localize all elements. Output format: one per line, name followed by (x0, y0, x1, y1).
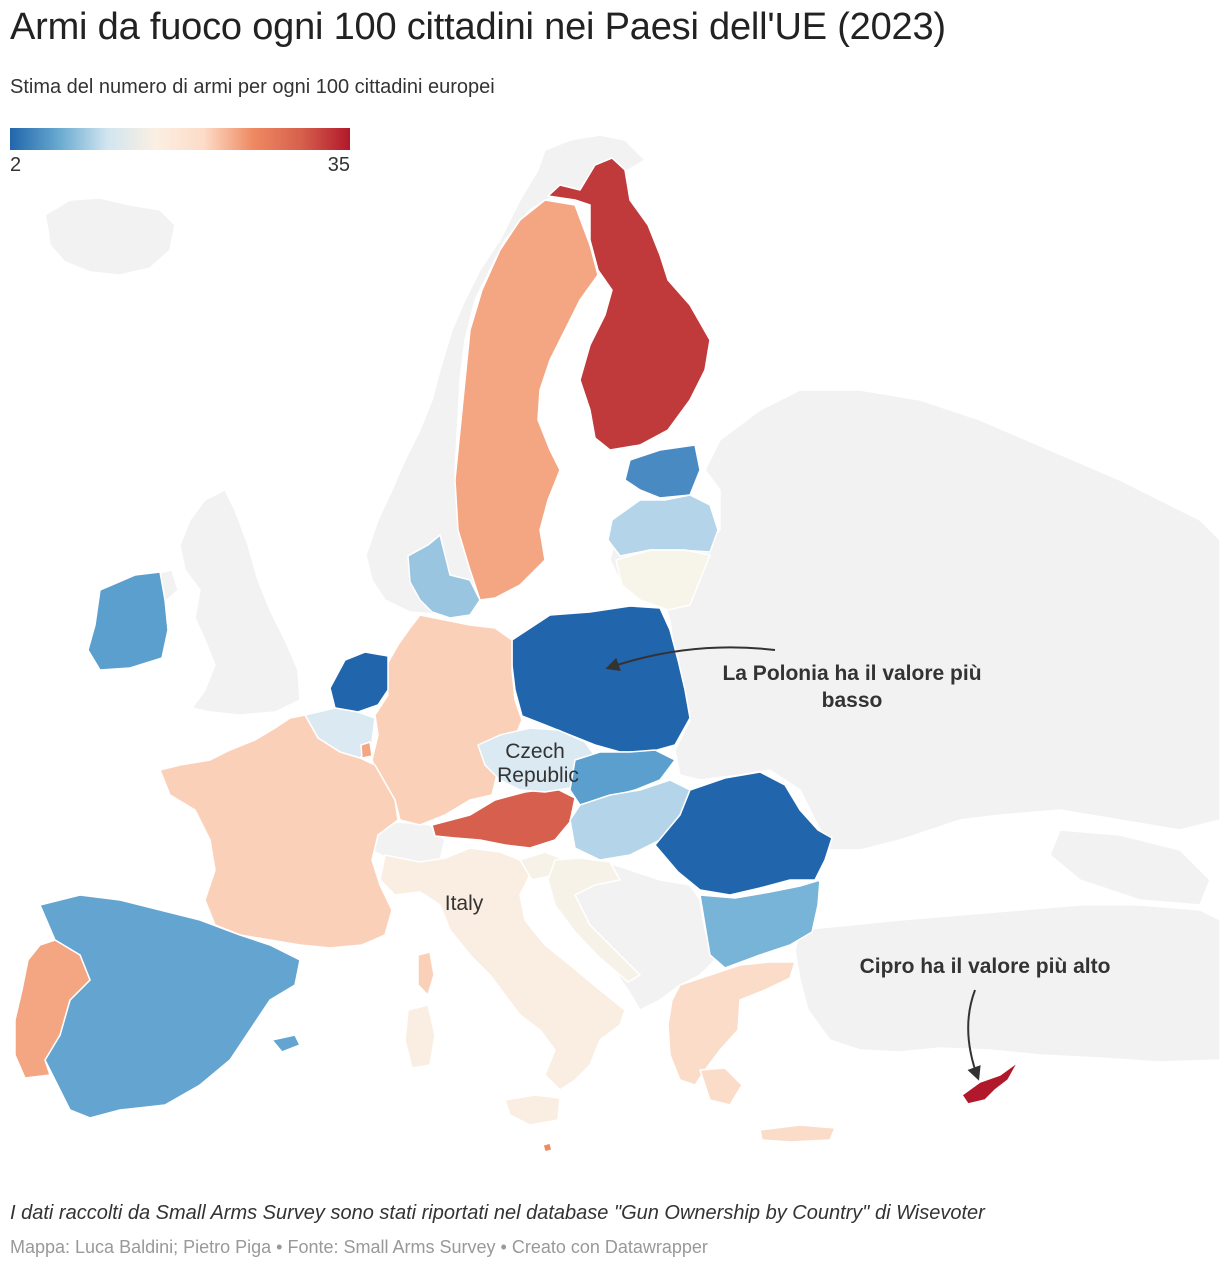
poland[interactable] (511, 605, 691, 753)
legend-gradient-bar (10, 128, 350, 150)
balearic-islands[interactable] (271, 1034, 301, 1053)
sweden[interactable] (454, 199, 599, 601)
cyprus-annotation-arrow (967, 989, 981, 1081)
portugal[interactable] (14, 939, 91, 1079)
corsica[interactable] (417, 951, 435, 996)
country-labels: Czech Republic Italy (445, 740, 579, 915)
chart-subtitle: Stima del numero di armi per ogni 100 ci… (10, 76, 495, 98)
sardinia[interactable] (404, 1004, 436, 1069)
legend-max-label: 35 (327, 154, 350, 176)
cyprus-annotation-text: Cipro ha il valore più alto (860, 955, 1111, 978)
legend-min-label: 2 (10, 154, 22, 176)
austria[interactable] (431, 787, 576, 849)
finland[interactable] (547, 157, 711, 451)
cyprus[interactable] (961, 1061, 1019, 1105)
bulgaria[interactable] (699, 879, 821, 969)
eastern-europe (609, 389, 1220, 851)
germany[interactable] (371, 614, 523, 826)
poland-annotation-arrow (605, 646, 776, 672)
romania[interactable] (654, 771, 833, 896)
greece[interactable] (667, 961, 796, 1086)
caucasus (1049, 829, 1211, 906)
estonia[interactable] (624, 444, 701, 499)
cyprus-annotation: Cipro ha il valore più alto (860, 955, 1111, 1081)
footer-byline: Mappa: Luca Baldini; Pietro Piga • Fonte… (10, 1237, 708, 1257)
ireland[interactable] (87, 571, 169, 671)
poland-annotation: La Polonia ha il valore più basso (605, 646, 982, 712)
crete[interactable] (759, 1124, 836, 1143)
iceland (44, 197, 176, 276)
peloponnese[interactable] (699, 1067, 743, 1106)
poland-annotation-line1: La Polonia ha il valore più (722, 662, 981, 685)
chart-title: Armi da fuoco ogni 100 cittadini nei Pae… (10, 6, 946, 48)
italy-label: Italy (445, 892, 484, 915)
eu-countries (14, 157, 1019, 1153)
sicily[interactable] (504, 1094, 561, 1126)
malta[interactable] (542, 1142, 553, 1153)
non-eu-countries (44, 134, 1220, 1063)
netherlands[interactable] (329, 651, 389, 713)
footer-note: I dati raccolti da Small Arms Survey son… (10, 1202, 985, 1224)
latvia[interactable] (607, 494, 719, 557)
slovakia[interactable] (569, 749, 676, 806)
lithuania[interactable] (615, 549, 711, 611)
czech-label-line1: Czech (505, 740, 565, 763)
luxembourg[interactable] (360, 741, 373, 759)
great-britain (179, 489, 301, 716)
croatia[interactable] (547, 857, 641, 983)
czech-label-line2: Republic (497, 764, 579, 787)
turkey (794, 904, 1220, 1063)
color-legend: 2 35 (10, 128, 350, 180)
poland-annotation-line2: basso (822, 689, 883, 712)
france[interactable] (159, 714, 399, 949)
denmark[interactable] (407, 534, 481, 619)
